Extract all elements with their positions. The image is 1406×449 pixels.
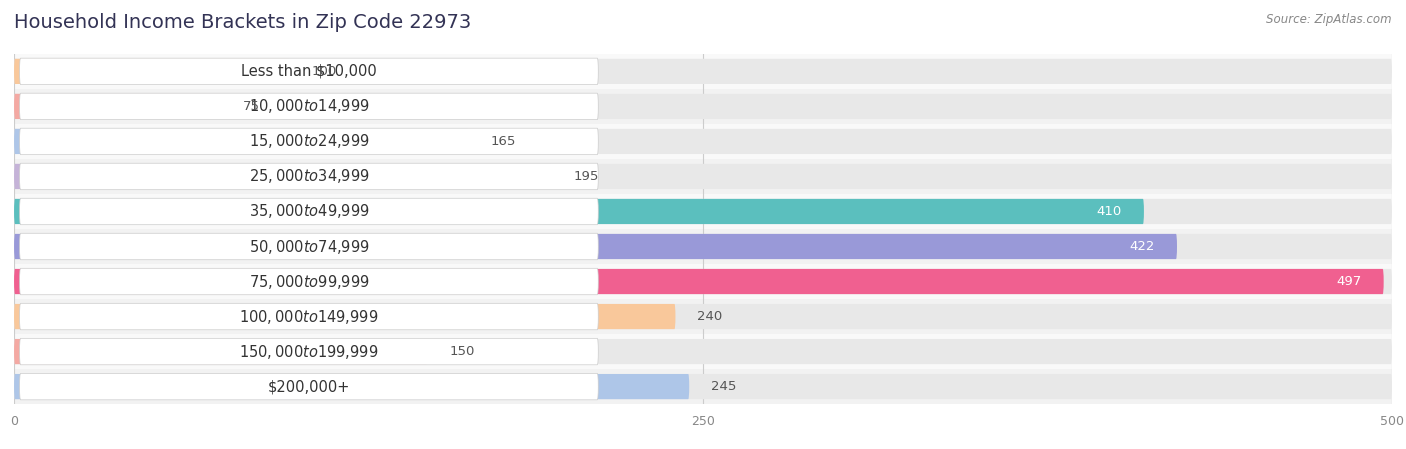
Text: 100: 100 (312, 65, 337, 78)
FancyBboxPatch shape (14, 89, 1392, 124)
Text: Household Income Brackets in Zip Code 22973: Household Income Brackets in Zip Code 22… (14, 13, 471, 32)
FancyBboxPatch shape (14, 304, 675, 329)
Text: $50,000 to $74,999: $50,000 to $74,999 (249, 238, 370, 255)
FancyBboxPatch shape (14, 129, 1392, 154)
FancyBboxPatch shape (14, 124, 1392, 159)
Text: $150,000 to $199,999: $150,000 to $199,999 (239, 343, 378, 361)
FancyBboxPatch shape (14, 339, 427, 364)
FancyBboxPatch shape (14, 269, 1384, 294)
Text: $200,000+: $200,000+ (267, 379, 350, 394)
Text: 195: 195 (574, 170, 599, 183)
Text: 422: 422 (1129, 240, 1154, 253)
FancyBboxPatch shape (14, 54, 1392, 89)
FancyBboxPatch shape (14, 339, 1392, 364)
FancyBboxPatch shape (20, 93, 599, 119)
FancyBboxPatch shape (14, 164, 1392, 189)
FancyBboxPatch shape (20, 233, 599, 260)
FancyBboxPatch shape (14, 199, 1144, 224)
FancyBboxPatch shape (14, 164, 551, 189)
Text: 165: 165 (491, 135, 516, 148)
Text: $10,000 to $14,999: $10,000 to $14,999 (249, 97, 370, 115)
FancyBboxPatch shape (14, 234, 1392, 259)
FancyBboxPatch shape (20, 374, 599, 400)
Text: 240: 240 (697, 310, 723, 323)
FancyBboxPatch shape (14, 94, 1392, 119)
FancyBboxPatch shape (20, 198, 599, 224)
Text: $25,000 to $34,999: $25,000 to $34,999 (249, 167, 370, 185)
FancyBboxPatch shape (20, 58, 599, 84)
FancyBboxPatch shape (14, 374, 689, 399)
Text: Source: ZipAtlas.com: Source: ZipAtlas.com (1267, 13, 1392, 26)
Text: $100,000 to $149,999: $100,000 to $149,999 (239, 308, 378, 326)
FancyBboxPatch shape (14, 229, 1392, 264)
Text: 410: 410 (1097, 205, 1122, 218)
Text: $75,000 to $99,999: $75,000 to $99,999 (249, 273, 370, 291)
Text: 150: 150 (450, 345, 475, 358)
FancyBboxPatch shape (14, 129, 468, 154)
Text: 497: 497 (1336, 275, 1361, 288)
FancyBboxPatch shape (14, 304, 1392, 329)
Text: $35,000 to $49,999: $35,000 to $49,999 (249, 202, 370, 220)
Text: Less than $10,000: Less than $10,000 (240, 64, 377, 79)
FancyBboxPatch shape (14, 159, 1392, 194)
FancyBboxPatch shape (14, 369, 1392, 404)
FancyBboxPatch shape (14, 59, 290, 84)
FancyBboxPatch shape (14, 94, 221, 119)
FancyBboxPatch shape (20, 269, 599, 295)
FancyBboxPatch shape (20, 128, 599, 154)
FancyBboxPatch shape (14, 194, 1392, 229)
Text: 75: 75 (243, 100, 260, 113)
FancyBboxPatch shape (14, 269, 1392, 294)
FancyBboxPatch shape (14, 199, 1392, 224)
FancyBboxPatch shape (14, 299, 1392, 334)
FancyBboxPatch shape (14, 374, 1392, 399)
FancyBboxPatch shape (20, 304, 599, 330)
FancyBboxPatch shape (14, 264, 1392, 299)
FancyBboxPatch shape (20, 163, 599, 189)
FancyBboxPatch shape (14, 234, 1177, 259)
Text: 245: 245 (711, 380, 737, 393)
FancyBboxPatch shape (20, 339, 599, 365)
FancyBboxPatch shape (14, 334, 1392, 369)
FancyBboxPatch shape (14, 59, 1392, 84)
Text: $15,000 to $24,999: $15,000 to $24,999 (249, 132, 370, 150)
